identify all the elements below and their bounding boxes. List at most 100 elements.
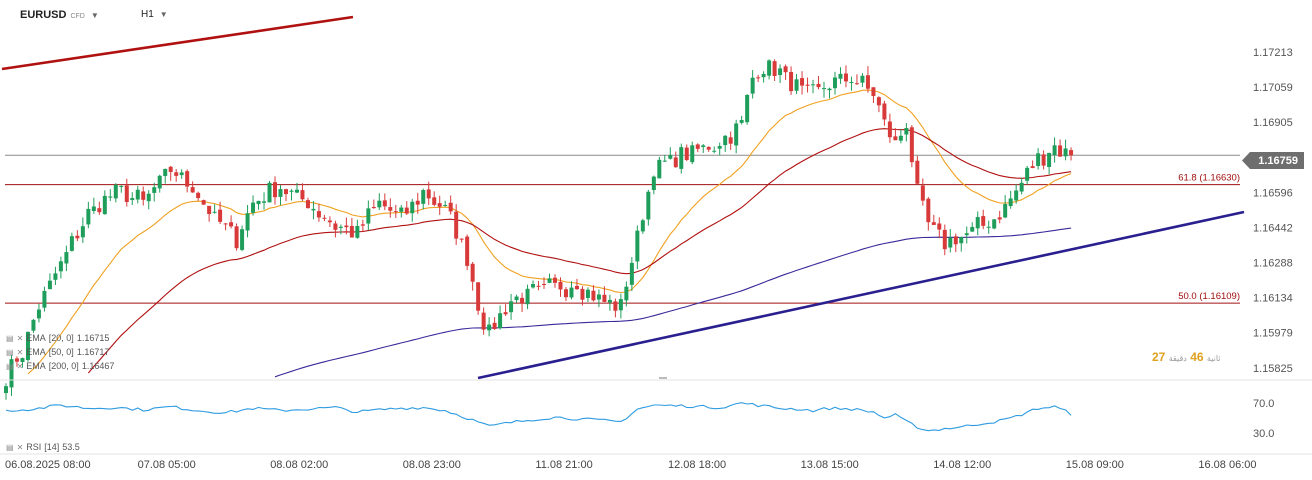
candle bbox=[80, 217, 85, 243]
candle bbox=[42, 286, 47, 312]
candle-body bbox=[1014, 190, 1019, 201]
candle-body bbox=[36, 309, 41, 319]
candle bbox=[607, 294, 612, 311]
candle-body bbox=[761, 73, 766, 78]
settings-icon[interactable]: ▤ bbox=[6, 347, 14, 357]
candle bbox=[1030, 160, 1035, 169]
resistance-trendline[interactable] bbox=[1, 15, 354, 71]
candle-body bbox=[624, 286, 629, 301]
candle-body bbox=[135, 189, 140, 200]
candle-body bbox=[701, 145, 706, 148]
candle-body bbox=[931, 222, 936, 225]
trend-lines[interactable] bbox=[1, 15, 1245, 380]
candle-body bbox=[152, 187, 157, 193]
price-tick-label: 1.17213 bbox=[1253, 47, 1293, 59]
time-tick-label: 14.08 12:00 bbox=[933, 459, 991, 471]
candle-body bbox=[80, 226, 85, 238]
close-icon[interactable]: ✕ bbox=[16, 442, 24, 452]
close-icon[interactable]: ✕ bbox=[16, 361, 24, 371]
candle-body bbox=[613, 301, 618, 311]
candle bbox=[388, 198, 393, 218]
candle-body bbox=[607, 299, 612, 303]
candle-body bbox=[1069, 150, 1074, 156]
indicator-value: 1.16717 bbox=[76, 347, 110, 357]
time-tick-label: 12.08 18:00 bbox=[668, 459, 726, 471]
candle-body bbox=[800, 78, 805, 86]
legend-ema-50[interactable]: ▤ ✕ EMA [50, 0] 1.16717 bbox=[6, 347, 109, 357]
candle bbox=[811, 79, 816, 94]
price-axis[interactable]: 1.172131.170591.169051.167501.165961.164… bbox=[1253, 47, 1293, 375]
candle-body bbox=[871, 87, 876, 96]
candle-body bbox=[305, 200, 310, 209]
candle-body bbox=[959, 237, 964, 244]
candle bbox=[640, 218, 645, 234]
close-icon[interactable]: ✕ bbox=[16, 347, 24, 357]
candle-body bbox=[1063, 148, 1068, 157]
candle-body bbox=[783, 66, 788, 73]
candle bbox=[476, 282, 481, 315]
candle-body bbox=[618, 299, 623, 311]
legend-rsi[interactable]: ▤ ✕ RSI [14] 53.5 bbox=[6, 442, 80, 452]
candle bbox=[547, 273, 552, 284]
candle bbox=[262, 192, 267, 210]
candle bbox=[778, 64, 783, 84]
candle-body bbox=[382, 200, 387, 207]
close-icon[interactable]: ✕ bbox=[16, 333, 24, 343]
candle bbox=[569, 281, 574, 300]
candle bbox=[602, 286, 607, 303]
candle bbox=[338, 224, 343, 235]
candle bbox=[854, 74, 859, 85]
candle bbox=[327, 216, 332, 227]
candle bbox=[712, 146, 717, 154]
candle bbox=[1052, 137, 1057, 163]
candle bbox=[273, 176, 278, 205]
candle bbox=[624, 281, 629, 307]
candle-body bbox=[563, 289, 568, 298]
symbol-selector[interactable]: EURUSD CFD ▼ bbox=[20, 9, 99, 21]
candle-body bbox=[113, 184, 118, 199]
candle-body bbox=[91, 206, 96, 212]
candle bbox=[1063, 139, 1068, 161]
candle bbox=[31, 318, 36, 333]
support-trendline[interactable] bbox=[477, 210, 1245, 380]
candle bbox=[421, 188, 426, 210]
candle bbox=[520, 292, 525, 313]
settings-icon[interactable]: ▤ bbox=[6, 442, 14, 452]
spread-timer: 27 ثانية 46 دقيقة bbox=[1152, 350, 1220, 364]
candle bbox=[992, 218, 997, 230]
price-tick-label: 1.15825 bbox=[1253, 363, 1293, 375]
candle bbox=[113, 183, 118, 203]
candle-body bbox=[201, 200, 206, 205]
candle-body bbox=[975, 217, 980, 229]
candle-body bbox=[53, 273, 58, 280]
settings-icon[interactable]: ▤ bbox=[6, 333, 14, 343]
time-tick-label: 13.08 15:00 bbox=[801, 459, 859, 471]
candle-body bbox=[629, 262, 634, 285]
candle bbox=[981, 209, 986, 230]
legend-ema-200[interactable]: ▤ ✕ EMA [200, 0] 1.16467 bbox=[6, 361, 114, 371]
candle bbox=[371, 199, 376, 209]
candle bbox=[289, 189, 294, 201]
time-axis[interactable]: 06.08.2025 08:00 07.08 05:00 08.08 02:00 08… bbox=[5, 459, 1257, 471]
candle bbox=[838, 67, 843, 84]
ema-200-line[interactable] bbox=[274, 227, 1072, 378]
rsi-line[interactable] bbox=[5, 402, 1072, 432]
timeframe-selector[interactable]: H1 ▼ bbox=[141, 9, 168, 20]
ema-50-line[interactable] bbox=[87, 128, 1072, 374]
candle bbox=[14, 356, 19, 367]
candle bbox=[767, 59, 772, 80]
candle bbox=[245, 204, 250, 238]
candle-body bbox=[146, 193, 151, 202]
settings-icon[interactable]: ▤ bbox=[6, 361, 14, 371]
candle-body bbox=[558, 281, 563, 290]
candle-body bbox=[333, 223, 338, 230]
candle bbox=[673, 151, 678, 168]
candle-body bbox=[1052, 145, 1057, 156]
ema-20-line[interactable] bbox=[27, 89, 1072, 375]
candle bbox=[1058, 139, 1063, 158]
legend-ema-20[interactable]: ▤ ✕ EMA [20, 0] 1.16715 bbox=[6, 333, 109, 343]
candle bbox=[849, 76, 854, 91]
candle-body bbox=[585, 289, 590, 298]
candle bbox=[305, 197, 310, 209]
